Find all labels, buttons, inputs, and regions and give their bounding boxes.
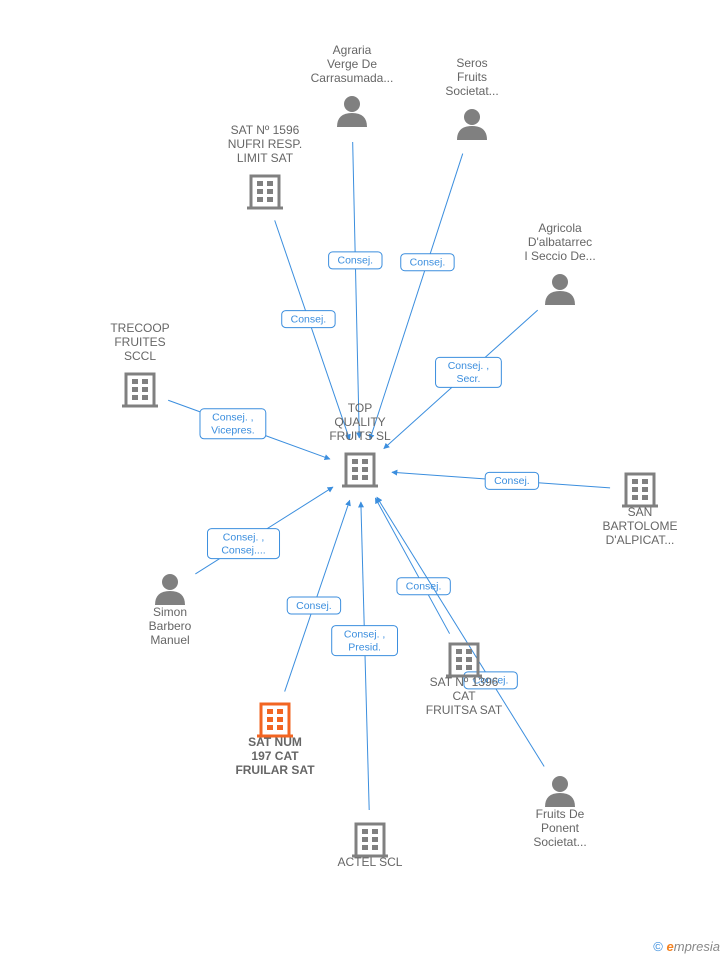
node-label: Verge De — [327, 57, 377, 71]
node-label: TRECOOP — [110, 321, 169, 335]
copyright-symbol: © — [653, 939, 663, 954]
node-seros[interactable]: SerosFruitsSocietat... — [445, 56, 498, 140]
node-label: FRUITS SL — [329, 429, 391, 443]
network-diagram: Consej.Consej.Consej.Consej. ,Secr.Conse… — [0, 0, 728, 960]
node-label: D'ALPICAT... — [606, 533, 675, 547]
node-label: Simon — [153, 605, 187, 619]
node-top[interactable]: TOPQUALITYFRUITS SL — [329, 401, 391, 486]
node-label: CAT — [452, 689, 476, 703]
node-label: Agricola — [538, 221, 582, 235]
node-label: ACTEL SCL — [338, 855, 403, 869]
nodes-layer: AgrariaVerge DeCarrasumada...SerosFruits… — [110, 43, 677, 869]
edge-label-text: Consej. , — [212, 412, 253, 424]
node-satnufri[interactable]: SAT Nº 1596NUFRI RESP.LIMIT SAT — [228, 123, 302, 208]
edge-label-text: Consej. , — [344, 628, 385, 640]
node-agraria[interactable]: AgrariaVerge DeCarrasumada... — [311, 43, 394, 127]
edge-label-text: Consej. — [494, 475, 530, 487]
node-label: Barbero — [149, 619, 192, 633]
node-label: Carrasumada... — [311, 71, 394, 85]
edge-label-text: Consej. — [410, 257, 446, 269]
node-label: FRUITSA SAT — [426, 703, 503, 717]
node-label: Agraria — [333, 43, 372, 57]
brand-rest: mpresia — [674, 939, 720, 954]
edge-label-text: Presid. — [348, 641, 381, 653]
edge-label-text: Consej. — [338, 255, 374, 267]
node-simon[interactable]: SimonBarberoManuel — [149, 574, 192, 647]
edge-seros-top — [370, 154, 463, 440]
node-label: Fruits De — [536, 807, 585, 821]
node-label: NUFRI RESP. — [228, 137, 302, 151]
node-satnum197[interactable]: SAT NUM197 CATFRUILAR SAT — [235, 704, 315, 777]
node-label: Manuel — [150, 633, 189, 647]
edge-sat1396-top — [375, 498, 449, 634]
node-label: 197 CAT — [251, 749, 299, 763]
node-label: Societat... — [533, 835, 586, 849]
edge-label-text: Vicepres. — [211, 425, 255, 437]
node-label: Ponent — [541, 821, 580, 835]
node-label: Societat... — [445, 84, 498, 98]
edge-label-text: Secr. — [456, 373, 480, 385]
node-label: SAT Nº 1596 — [231, 123, 300, 137]
edge-satnum197-top — [285, 500, 350, 691]
node-label: BARTOLOME — [603, 519, 678, 533]
node-agricola[interactable]: AgricolaD'albatarrecI Seccio De... — [524, 221, 595, 305]
node-label: D'albatarrec — [528, 235, 592, 249]
node-label: Seros — [456, 56, 487, 70]
node-label: SAT NUM — [248, 735, 302, 749]
node-label: I Seccio De... — [524, 249, 595, 263]
node-sat1396[interactable]: SAT Nº 1396CATFRUITSA SAT — [426, 644, 503, 717]
node-label: Fruits — [457, 70, 487, 84]
edge-label-text: Consej. , — [223, 531, 264, 543]
edge-fruitsponent-top — [377, 497, 544, 766]
brand-e: e — [667, 939, 674, 954]
edge-label-text: Consej.... — [221, 544, 265, 556]
node-label: SAN — [628, 505, 653, 519]
node-label: SCCL — [124, 349, 156, 363]
node-fruitsponent[interactable]: Fruits DePonentSocietat... — [533, 776, 586, 849]
node-actel[interactable]: ACTEL SCL — [338, 824, 403, 869]
node-label: FRUITES — [114, 335, 165, 349]
node-label: TOP — [348, 401, 372, 415]
node-label: LIMIT SAT — [237, 151, 294, 165]
edge-agraria-top — [353, 142, 360, 438]
node-trecoop[interactable]: TRECOOPFRUITESSCCL — [110, 321, 169, 406]
node-sanbart[interactable]: SANBARTOLOMED'ALPICAT... — [603, 474, 678, 547]
edge-label-text: Consej. — [291, 313, 327, 325]
footer: © empresia — [653, 939, 720, 954]
node-label: QUALITY — [334, 415, 385, 429]
edge-label-text: Consej. — [406, 581, 442, 593]
node-label: SAT Nº 1396 — [430, 675, 499, 689]
node-label: FRUILAR SAT — [235, 763, 315, 777]
edge-label-text: Consej. — [296, 600, 332, 612]
edge-label-text: Consej. , — [448, 360, 489, 372]
